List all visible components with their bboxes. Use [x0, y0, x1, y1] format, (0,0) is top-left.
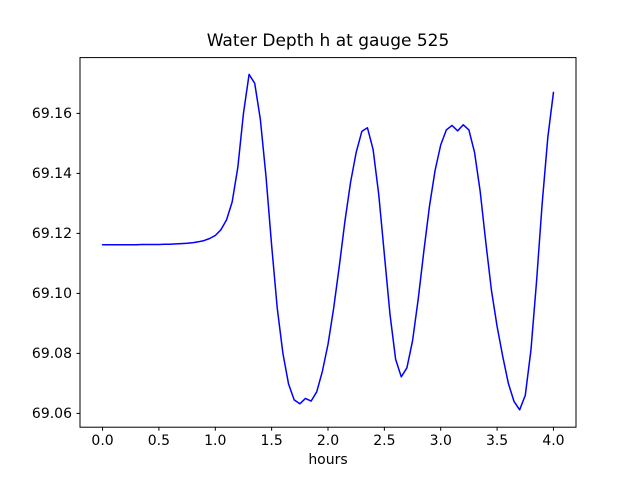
- y-tick-label: 69.16: [32, 106, 72, 122]
- x-axis-label: hours: [308, 452, 348, 468]
- y-tick-label: 69.10: [32, 286, 72, 302]
- x-tick-label: 3.5: [486, 433, 508, 449]
- y-tick-label: 69.12: [32, 226, 72, 242]
- x-tick-label: 4.0: [542, 433, 564, 449]
- y-tick-label: 69.14: [32, 166, 72, 182]
- x-tick-label: 2.5: [373, 433, 395, 449]
- y-tick-label: 69.08: [32, 346, 72, 362]
- y-tick-label: 69.06: [32, 406, 72, 422]
- axes-frame: [79, 57, 577, 428]
- x-tick-label: 3.0: [430, 433, 452, 449]
- x-tick-label: 0.0: [91, 433, 113, 449]
- data-line-series: [101, 73, 555, 411]
- x-tick-label: 1.5: [261, 433, 283, 449]
- x-tick-label: 0.5: [148, 433, 170, 449]
- chart-title: Water Depth h at gauge 525: [206, 31, 450, 51]
- x-tick-label: 2.0: [317, 433, 339, 449]
- x-tick-label: 1.0: [204, 433, 226, 449]
